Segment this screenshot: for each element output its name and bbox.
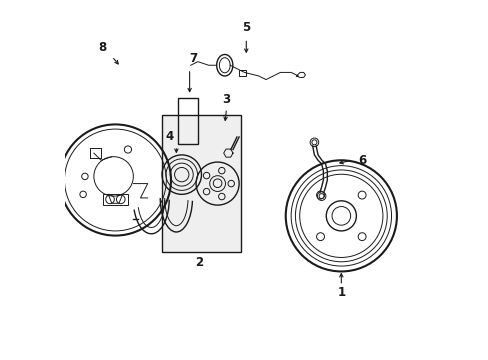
Text: 7: 7 (189, 51, 197, 64)
Bar (239, 69, 245, 76)
Bar (178, 98, 198, 144)
Bar (102, 194, 128, 205)
Text: 6: 6 (357, 154, 366, 167)
Text: 3: 3 (222, 93, 230, 106)
Bar (162, 116, 241, 252)
Text: 8: 8 (99, 41, 107, 54)
Text: 1: 1 (337, 287, 345, 300)
Text: 5: 5 (242, 21, 250, 34)
Text: 2: 2 (195, 256, 203, 269)
Text: 4: 4 (165, 130, 173, 144)
